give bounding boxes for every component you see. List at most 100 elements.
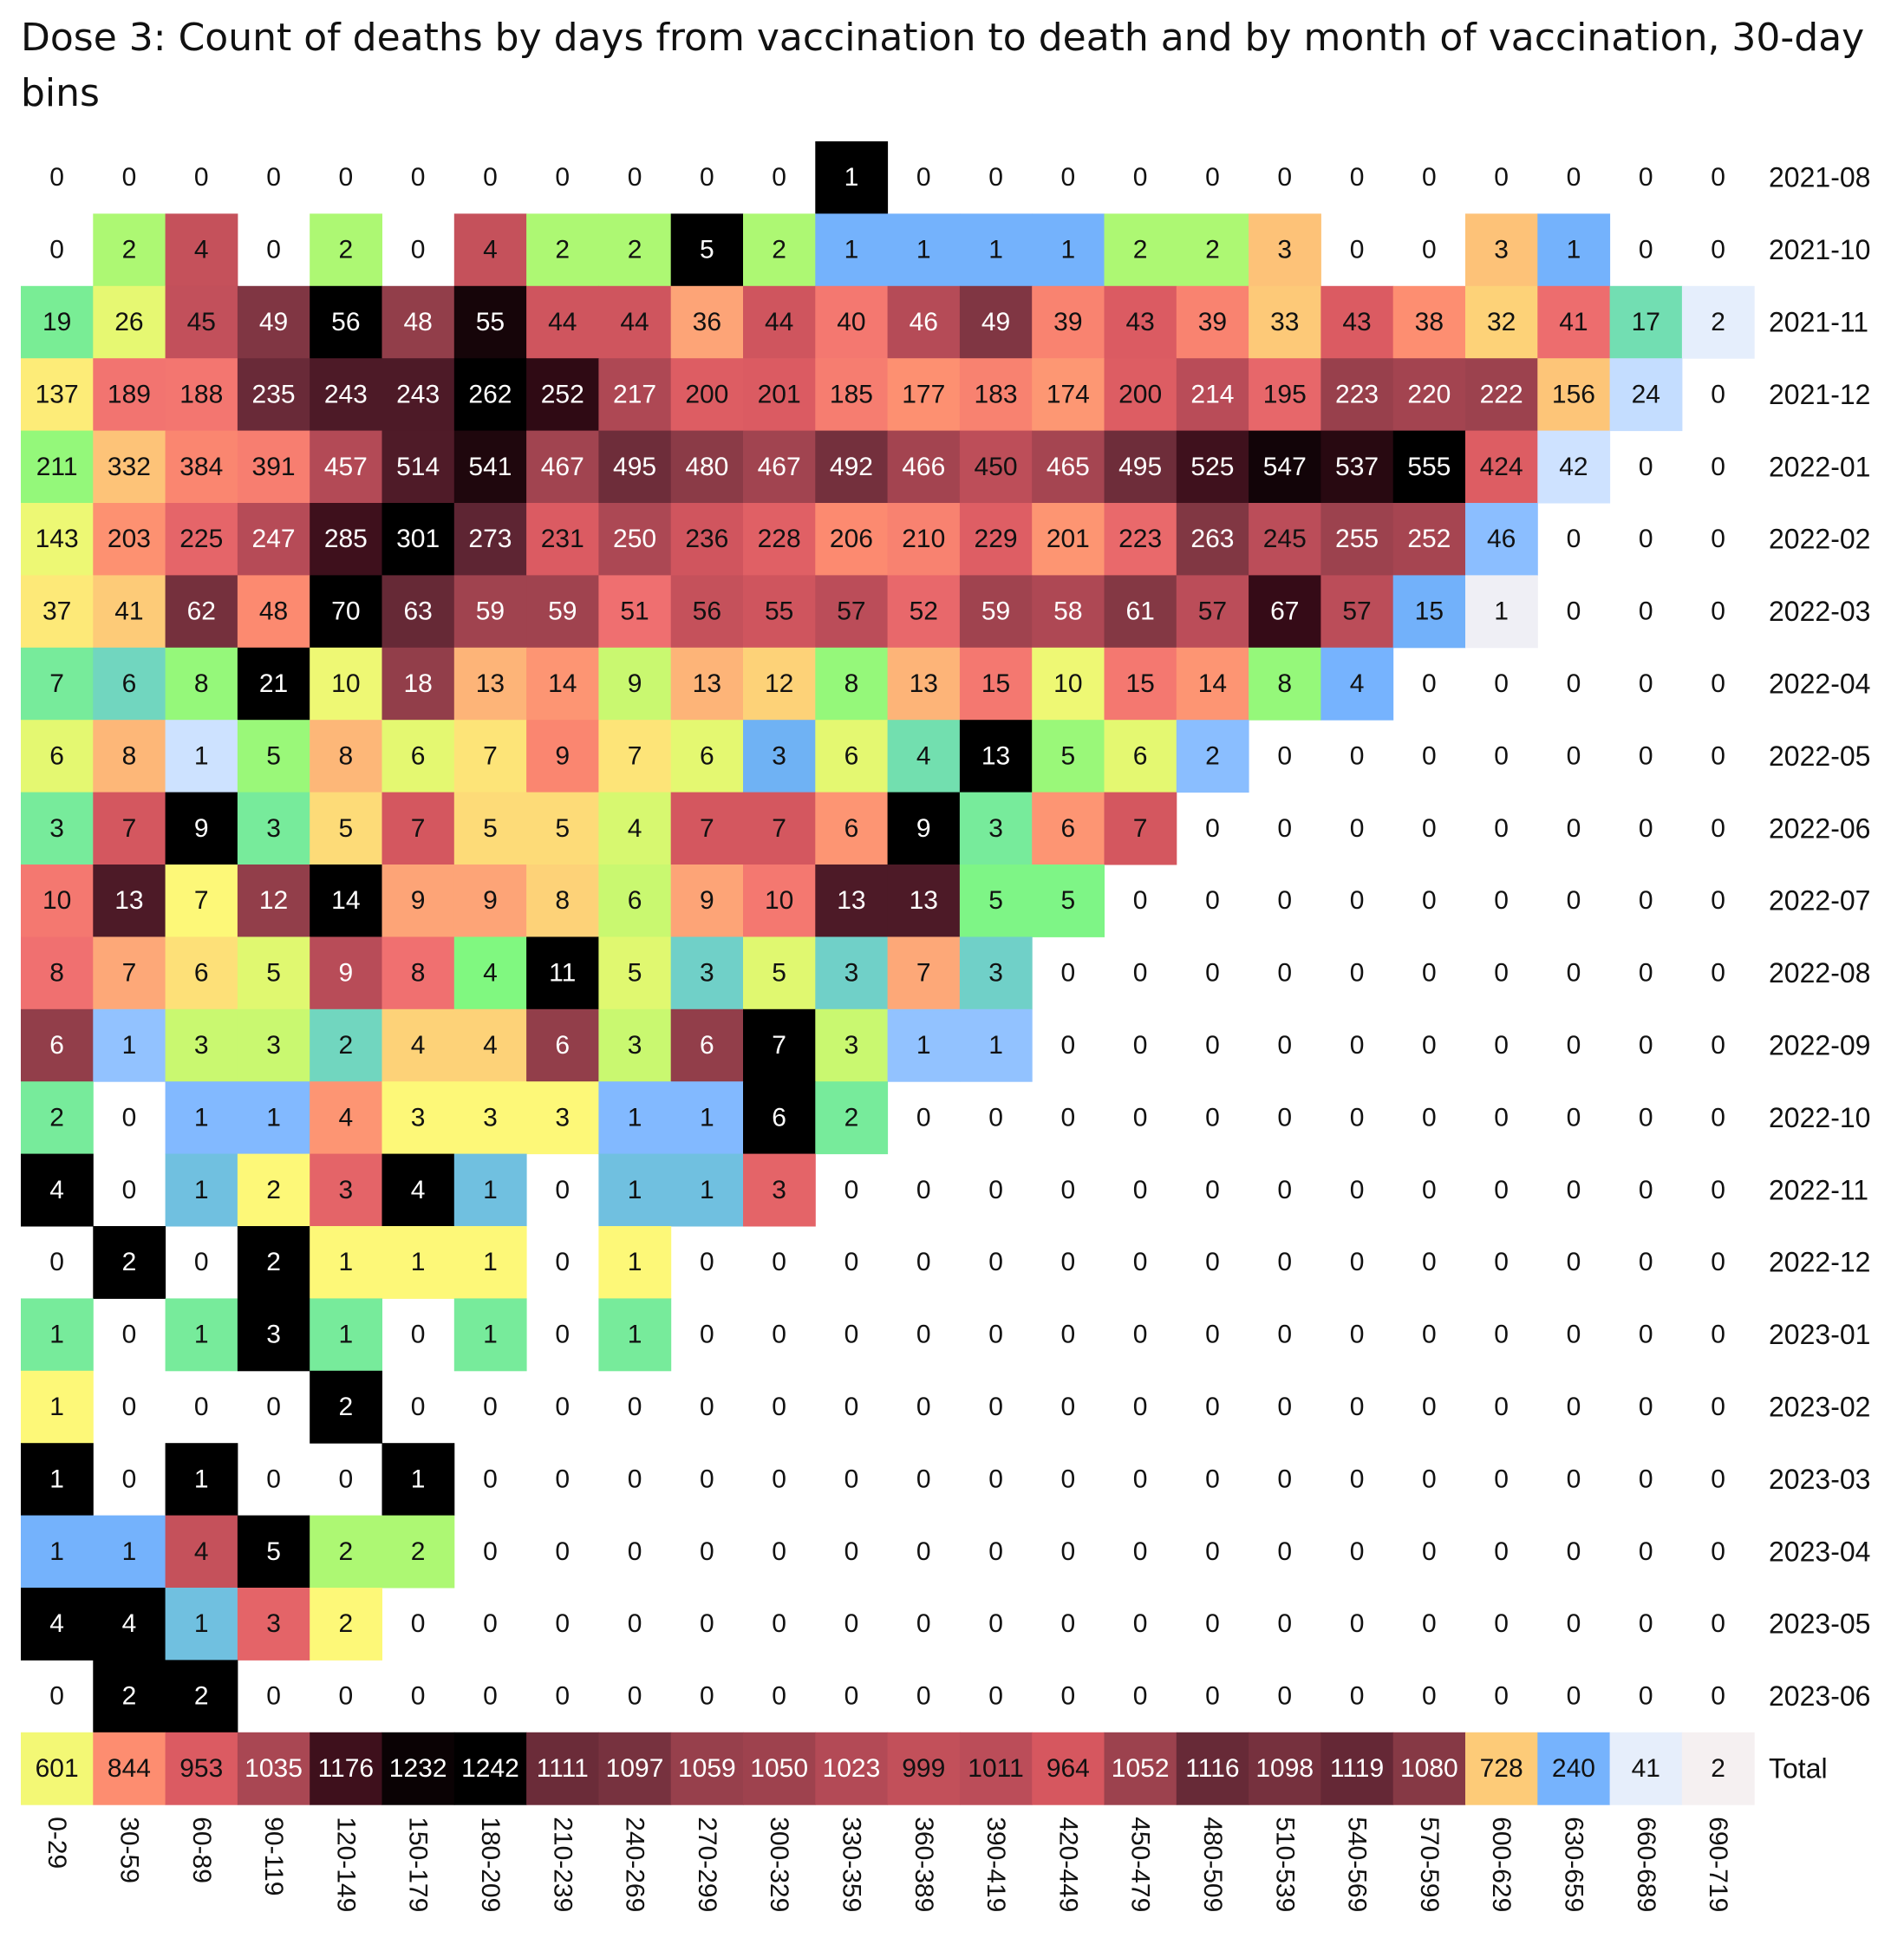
heatmap-cell [1320,285,1394,359]
cell-value-label: 0 [1639,1609,1653,1638]
cell-value-label: 214 [1190,380,1234,408]
cell-value-label: 0 [1494,959,1509,988]
cell-value-label: 41 [1559,308,1588,336]
cell-value-label: 4 [339,1103,354,1132]
y-tick-label: 2022-05 [1769,741,1870,772]
cell-value-label: 0 [555,1176,570,1204]
heatmap-cell [453,1732,527,1805]
cell-value-label: 1232 [389,1754,447,1783]
cell-value-label: 1 [49,1537,64,1566]
cell-value-label: 2 [122,1682,137,1711]
cell-value-label: 0 [1205,1031,1220,1060]
cell-value-label: 8 [194,669,209,698]
cell-value-label: 273 [468,525,512,553]
cell-value-label: 953 [179,1754,223,1783]
heatmap-cell [887,358,961,432]
cell-value-label: 0 [555,1248,570,1276]
cell-value-label: 0 [1567,1103,1581,1132]
cell-value-label: 250 [613,525,656,553]
cell-value-label: 8 [49,959,64,988]
cell-value-label: 7 [194,886,209,915]
heatmap-cell [165,1153,238,1227]
cell-value-label: 0 [1639,1103,1653,1132]
cell-value-label: 1 [700,1176,714,1204]
cell-value-label: 5 [339,814,354,843]
heatmap-cell [1320,430,1394,504]
cell-value-label: 0 [1711,669,1725,698]
heatmap-cell [598,1298,672,1372]
cell-value-label: 0 [1711,525,1725,553]
cell-value-label: 3 [266,1031,281,1060]
cell-value-label: 1 [988,1031,1003,1060]
cell-value-label: 0 [1494,1031,1509,1060]
heatmap-cell [165,1515,238,1589]
cell-value-label: 0 [988,1537,1003,1566]
cell-value-label: 0 [49,1248,64,1276]
y-tick-label: 2022-03 [1769,596,1870,627]
heatmap-cell [21,936,94,1010]
cell-value-label: 0 [483,1682,498,1711]
cell-value-label: 3 [266,814,281,843]
heatmap-cell [815,720,889,793]
cell-value-label: 5 [266,741,281,770]
cell-value-label: 0 [1422,1103,1437,1132]
heatmap-cell [815,792,889,865]
cell-value-label: 59 [981,597,1010,626]
cell-value-label: 0 [1350,1031,1365,1060]
cell-value-label: 10 [1053,669,1082,698]
heatmap-cell [310,213,382,287]
cell-value-label: 0 [1061,1393,1076,1421]
cell-value-label: 0 [1350,1248,1365,1276]
heatmap-cell [1104,358,1177,432]
cell-value-label: 285 [324,525,368,553]
y-tick-label: 2023-06 [1769,1680,1870,1712]
heatmap-cell [93,865,166,937]
heatmap-cell [670,647,744,721]
cell-value-label: 46 [1487,525,1516,553]
heatmap-cell [598,647,672,721]
cell-value-label: 0 [628,1393,642,1421]
cell-value-label: 0 [266,1465,281,1493]
heatmap-cell [165,575,238,649]
cell-value-label: 1 [1494,597,1509,626]
cell-value-label: 0 [844,1682,859,1711]
cell-value-label: 0 [1205,1682,1220,1711]
heatmap-cell [815,358,889,432]
cell-value-label: 0 [1711,1393,1725,1421]
heatmap-cell [310,1515,382,1589]
cell-value-label: 0 [1277,886,1292,915]
heatmap-cell [959,647,1033,721]
x-tick-label: 120-149 [331,1817,360,1912]
heatmap-cell [1465,1732,1538,1805]
cell-value-label: 0 [916,1682,931,1711]
heatmap-cell [381,575,455,649]
cell-value-label: 0 [1422,959,1437,988]
cell-value-label: 3 [411,1103,426,1132]
heatmap-cell [670,503,744,576]
cell-value-label: 0 [772,1321,786,1349]
cell-value-label: 6 [49,1031,64,1060]
heatmap-cell [743,1153,816,1227]
cell-value-label: 4 [194,1537,209,1566]
cell-value-label: 0 [1133,1682,1148,1711]
cell-value-label: 156 [1552,380,1595,408]
heatmap-cell [815,575,889,649]
cell-value-label: 3 [700,959,714,988]
cell-value-label: 0 [1277,1537,1292,1566]
cell-value-label: 13 [981,741,1010,770]
heatmap-cell [1176,285,1249,359]
cell-value-label: 0 [916,1248,931,1276]
cell-value-label: 2 [772,236,786,264]
heatmap-cell [165,430,238,504]
cell-value-label: 1035 [245,1754,303,1783]
heatmap-cell [453,647,527,721]
heatmap-cell [959,213,1033,287]
heatmap-cell [887,430,961,504]
cell-value-label: 4 [916,741,931,770]
cell-value-label: 42 [1559,453,1588,481]
heatmap-cell [21,1443,94,1517]
cell-value-label: 49 [259,308,288,336]
cell-value-label: 235 [252,380,296,408]
heatmap-cell [310,647,382,721]
heatmap-cell [93,430,166,504]
